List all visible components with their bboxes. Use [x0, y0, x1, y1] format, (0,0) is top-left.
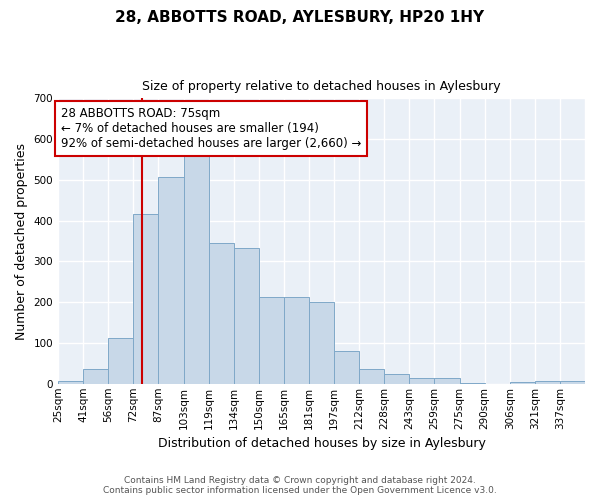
Bar	[284, 298, 309, 384]
Bar	[108, 338, 133, 384]
Bar	[233, 248, 259, 384]
Bar	[535, 380, 560, 384]
Bar	[259, 298, 284, 384]
Bar	[384, 374, 409, 384]
Bar	[359, 370, 384, 384]
Bar	[83, 368, 108, 384]
Bar	[510, 382, 535, 384]
Text: 28, ABBOTTS ROAD, AYLESBURY, HP20 1HY: 28, ABBOTTS ROAD, AYLESBURY, HP20 1HY	[115, 10, 485, 25]
Bar	[409, 378, 434, 384]
Title: Size of property relative to detached houses in Aylesbury: Size of property relative to detached ho…	[142, 80, 501, 93]
Bar	[133, 214, 158, 384]
Bar	[560, 380, 585, 384]
Text: 28 ABBOTTS ROAD: 75sqm
← 7% of detached houses are smaller (194)
92% of semi-det: 28 ABBOTTS ROAD: 75sqm ← 7% of detached …	[61, 107, 361, 150]
Bar	[184, 150, 209, 384]
Bar	[58, 380, 83, 384]
Bar	[334, 351, 359, 384]
Bar	[460, 382, 485, 384]
Y-axis label: Number of detached properties: Number of detached properties	[15, 142, 28, 340]
Bar	[158, 176, 184, 384]
X-axis label: Distribution of detached houses by size in Aylesbury: Distribution of detached houses by size …	[158, 437, 485, 450]
Bar	[209, 243, 233, 384]
Text: Contains HM Land Registry data © Crown copyright and database right 2024.
Contai: Contains HM Land Registry data © Crown c…	[103, 476, 497, 495]
Bar	[309, 302, 334, 384]
Bar	[434, 378, 460, 384]
